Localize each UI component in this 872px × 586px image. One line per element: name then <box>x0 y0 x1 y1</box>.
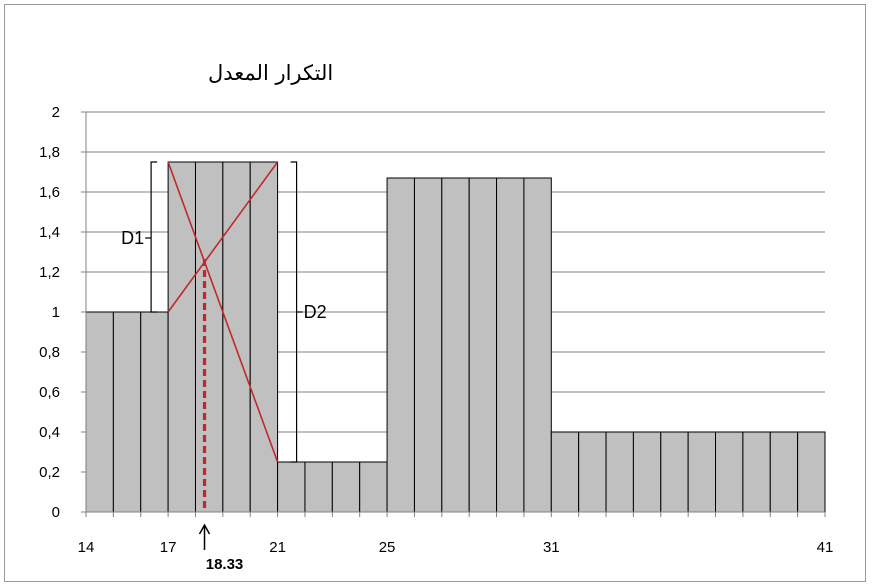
histogram-bar <box>359 461 388 513</box>
histogram-bar <box>523 177 552 513</box>
y-tick-label: 0 <box>52 504 60 521</box>
histogram-bar <box>386 177 415 513</box>
x-tick-label: 17 <box>160 539 177 556</box>
histogram-bar <box>441 177 470 513</box>
histogram-bar <box>331 461 361 513</box>
y-tick-label: 0,4 <box>39 424 60 441</box>
mode-arrow-head <box>198 523 211 535</box>
histogram-bar <box>304 461 333 513</box>
x-tick-label: 25 <box>379 539 396 556</box>
histogram-bar <box>550 431 580 513</box>
x-axis-labels: 14 17 21 25 31 41 <box>78 539 834 556</box>
diagonal-line <box>167 161 279 313</box>
x-tick-label: 14 <box>78 539 95 556</box>
histogram-bar <box>413 177 443 513</box>
y-tick-label: 1,6 <box>39 184 60 201</box>
y-axis-labels: 0 0,2 0,4 0,6 0,8 1 1,2 1,4 1,6 1,8 2 <box>39 104 60 521</box>
mode-construction: D1 D2 18.33 <box>121 161 327 573</box>
histogram-bar <box>277 461 306 513</box>
histogram-bar <box>249 161 279 513</box>
histogram-bar <box>112 311 142 513</box>
y-tick-label: 0,8 <box>39 344 60 361</box>
y-tick-label: 1 <box>52 304 60 321</box>
diagonal-line <box>167 161 279 463</box>
d1-label: D1 <box>121 228 144 248</box>
x-tick-label: 41 <box>817 539 834 556</box>
histogram-bar <box>715 431 744 513</box>
histogram-bar <box>194 161 224 513</box>
x-tick-label: 21 <box>269 539 286 556</box>
histogram-bar <box>85 311 114 513</box>
histogram-bar <box>742 431 771 513</box>
y-tick-label: 1,8 <box>39 144 60 161</box>
chart-title: التكرار المعدل <box>208 61 333 85</box>
y-tick-label: 0,6 <box>39 384 60 401</box>
histogram-bar <box>140 311 169 513</box>
mode-value-label: 18.33 <box>206 556 244 573</box>
histogram-bar <box>496 177 525 513</box>
histogram-bar <box>632 431 662 513</box>
histogram-bar <box>605 431 634 513</box>
y-tick-label: 2 <box>52 104 60 121</box>
histogram-bar <box>797 431 826 513</box>
y-tick-label: 0,2 <box>39 464 60 481</box>
bars <box>85 161 826 513</box>
histogram-bar <box>468 177 498 513</box>
d1-bracket <box>150 161 158 313</box>
histogram-bar <box>660 431 689 513</box>
histogram-bar <box>222 161 251 513</box>
axes <box>81 111 826 517</box>
x-tick-label: 31 <box>543 539 560 556</box>
y-tick-label: 1,4 <box>39 224 60 241</box>
histogram-bar <box>687 431 717 513</box>
histogram-bar <box>167 161 196 513</box>
histogram-bar <box>578 431 607 513</box>
d2-label: D2 <box>304 302 327 322</box>
histogram-bar <box>769 431 799 513</box>
y-tick-label: 1,2 <box>39 264 60 281</box>
